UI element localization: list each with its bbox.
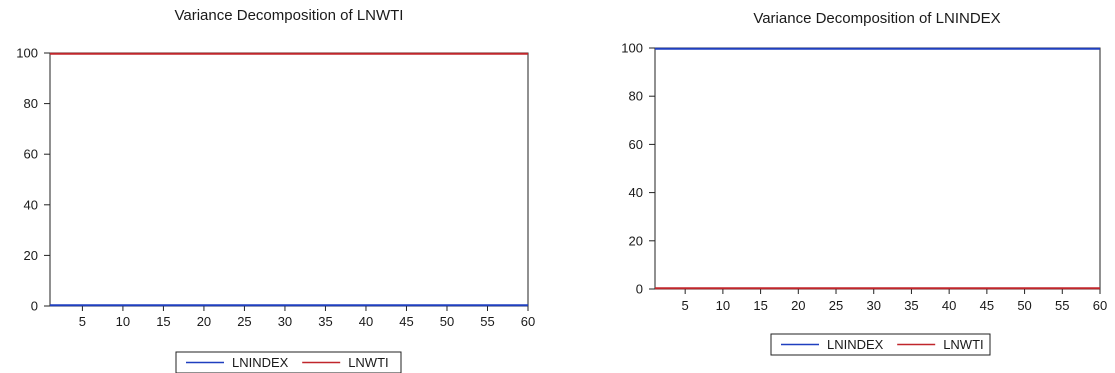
y-tick-label: 20 <box>24 248 38 263</box>
legend-label-lnindex: LNINDEX <box>827 337 884 352</box>
plot-frame <box>654 47 1101 290</box>
x-tick-label: 55 <box>480 314 494 329</box>
y-tick-label: 40 <box>629 185 643 200</box>
x-tick-label: 45 <box>399 314 413 329</box>
y-tick-label: 60 <box>24 147 38 162</box>
y-tick-label: 40 <box>24 197 38 212</box>
x-tick-label: 25 <box>237 314 251 329</box>
legend: LNINDEX LNWTI <box>175 351 402 373</box>
x-tick-label: 20 <box>791 298 805 313</box>
x-tick-label: 40 <box>359 314 373 329</box>
y-tick-label: 20 <box>629 233 643 248</box>
chart-panel-1: Variance Decomposition of LNWTI 0 20 40 60 80… <box>16 7 535 373</box>
y-tick-label: 0 <box>636 282 643 297</box>
x-tick-label: 50 <box>440 314 454 329</box>
y-tick-label: 100 <box>16 46 38 61</box>
x-tick-label: 10 <box>116 314 130 329</box>
x-tick-label: 30 <box>866 298 880 313</box>
legend-box <box>770 333 991 356</box>
legend-label-lnindex: LNINDEX <box>232 355 289 370</box>
x-tick-label: 30 <box>278 314 292 329</box>
chart-title: Variance Decomposition of LNWTI <box>175 7 404 24</box>
x-tick-label: 55 <box>1055 298 1069 313</box>
x-tick-label: 35 <box>904 298 918 313</box>
y-tick-label: 60 <box>629 137 643 152</box>
legend-label-lnwti: LNWTI <box>348 355 388 370</box>
y-tick-label: 0 <box>31 299 38 314</box>
legend-box <box>175 351 402 373</box>
x-tick-label: 10 <box>716 298 730 313</box>
x-tick-label: 35 <box>318 314 332 329</box>
x-tick-label: 50 <box>1017 298 1031 313</box>
chart-title: Variance Decomposition of LNINDEX <box>753 10 1000 27</box>
x-tick-label: 5 <box>79 314 86 329</box>
plot-frame <box>49 52 529 307</box>
legend: LNINDEX LNWTI <box>770 333 991 356</box>
x-tick-label: 40 <box>942 298 956 313</box>
x-tick-label: 60 <box>1093 298 1107 313</box>
x-tick-label: 45 <box>980 298 994 313</box>
x-tick-label: 60 <box>521 314 535 329</box>
y-tick-label: 100 <box>621 41 643 56</box>
chart-panel-2: Variance Decomposition of LNINDEX 0 20 40 60… <box>621 10 1107 356</box>
x-tick-label: 15 <box>753 298 767 313</box>
x-tick-label: 20 <box>197 314 211 329</box>
y-tick-label: 80 <box>629 89 643 104</box>
x-tick-label: 25 <box>829 298 843 313</box>
x-tick-label: 5 <box>682 298 689 313</box>
legend-label-lnwti: LNWTI <box>943 337 983 352</box>
x-tick-label: 15 <box>156 314 170 329</box>
y-tick-label: 80 <box>24 96 38 111</box>
